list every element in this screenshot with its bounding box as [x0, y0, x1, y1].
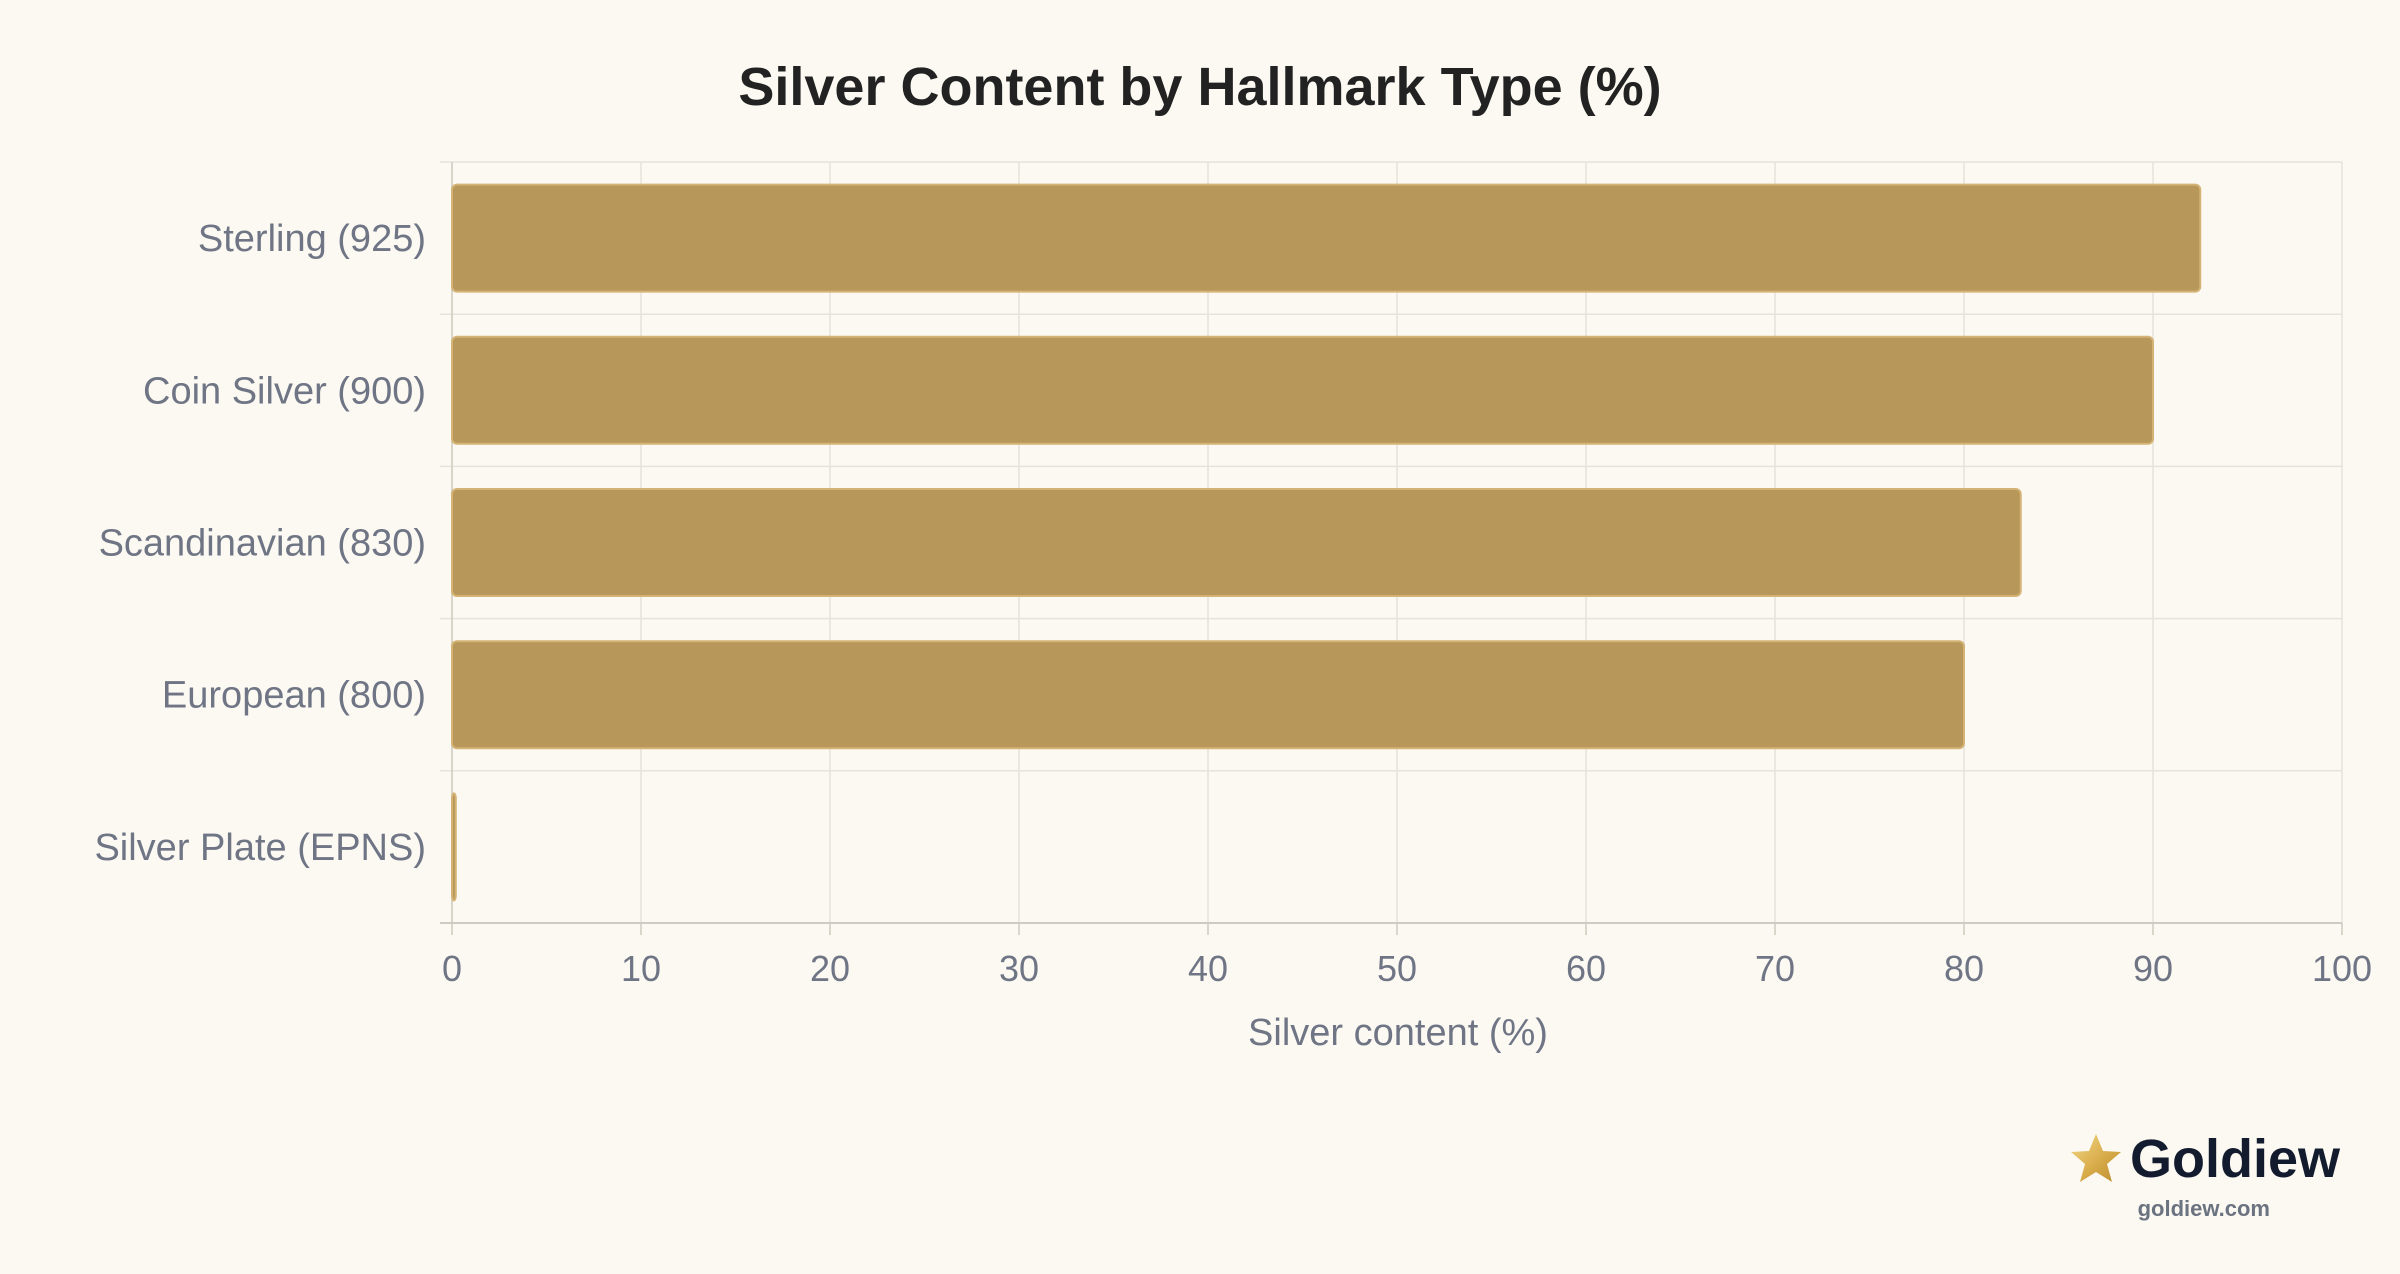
category-label: European (800): [162, 675, 426, 717]
x-tick-label: 70: [1755, 948, 1795, 989]
x-tick-label: 40: [1188, 948, 1228, 989]
brand-name: Goldiew: [2129, 1129, 2340, 1189]
bar: [451, 335, 2154, 445]
x-tick-label: 100: [2312, 948, 2372, 989]
category-labels: Sterling (925) Coin Silver (900) Scandinav…: [94, 218, 426, 869]
category-label: Coin Silver (900): [143, 370, 426, 412]
chart-title: Silver Content by Hallmark Type (%): [738, 57, 1661, 117]
category-label: Scandinavian (830): [99, 523, 426, 565]
x-axis-label: Silver content (%): [1248, 1012, 1548, 1054]
bar: [451, 183, 2202, 293]
x-tick-labels: 0 10 20 30 40 50 60 70 80 90 100: [442, 948, 2372, 989]
star-icon: [2070, 1134, 2121, 1182]
x-tick-label: 20: [810, 948, 850, 989]
x-tick-label: 50: [1377, 948, 1417, 989]
category-label: Sterling (925): [198, 218, 426, 260]
x-tick-label: 10: [621, 948, 661, 989]
bars: [451, 183, 2202, 902]
bar: [451, 640, 1965, 750]
x-tick-label: 80: [1944, 948, 1984, 989]
x-tick-label: 0: [442, 948, 462, 989]
category-label: Silver Plate (EPNS): [94, 827, 426, 869]
brand-logo: Goldiew goldiew.com: [2040, 1124, 2340, 1234]
x-tick-label: 30: [999, 948, 1039, 989]
bar: [451, 488, 2022, 597]
brand-domain: goldiew.com: [2137, 1196, 2270, 1221]
x-tick-label: 60: [1566, 948, 1606, 989]
x-tick-label: 90: [2133, 948, 2173, 989]
bar: [451, 792, 457, 902]
